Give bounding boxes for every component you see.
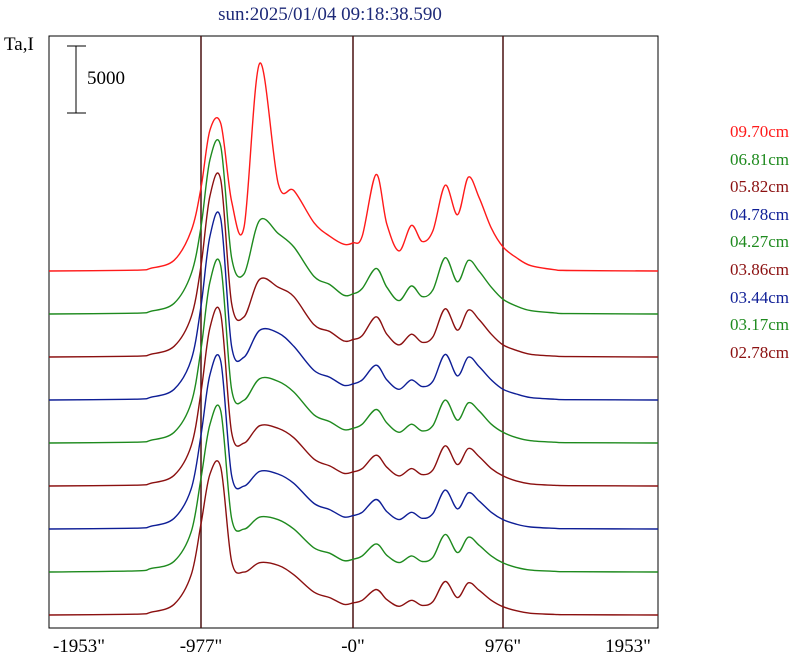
series-line <box>48 172 659 358</box>
series-line <box>48 258 659 444</box>
series-line <box>48 62 659 272</box>
x-tick-label: -977" <box>179 636 223 657</box>
x-tick-label: 1953" <box>605 636 651 657</box>
legend-entry: 04.27cm <box>730 232 790 252</box>
series-line <box>48 139 659 315</box>
scale-bar-label: 5000 <box>87 68 125 89</box>
series-line <box>48 354 659 530</box>
x-tick-label: 976" <box>484 636 522 657</box>
legend-entry: 06.81cm <box>730 149 790 169</box>
scale-bar <box>67 45 86 114</box>
series-line <box>48 211 659 401</box>
y-axis-label: Ta,I <box>4 34 34 55</box>
series-line <box>48 404 659 573</box>
legend-entry: 02.78cm <box>730 342 790 362</box>
series-line <box>48 306 659 487</box>
x-tick-label: -1953" <box>52 636 106 657</box>
vertical-marker-lines <box>200 36 504 628</box>
legend-entry: 03.17cm <box>730 315 790 335</box>
x-tick-label: -0" <box>341 636 365 657</box>
legend-entry: 04.78cm <box>730 204 790 224</box>
legend-entry: 09.70cm <box>730 122 790 141</box>
series-line <box>48 460 659 616</box>
legend-entry: 05.82cm <box>730 177 790 197</box>
legend: 09.70cm 06.81cm 05.82cm 04.78cm 04.27cm 03.86… <box>730 118 789 366</box>
series-lines <box>48 62 659 616</box>
chart-title: sun:2025/01/04 09:18:38.590 <box>218 4 442 25</box>
legend-entry: 03.44cm <box>730 287 790 307</box>
legend-entry: 03.86cm <box>730 259 790 279</box>
